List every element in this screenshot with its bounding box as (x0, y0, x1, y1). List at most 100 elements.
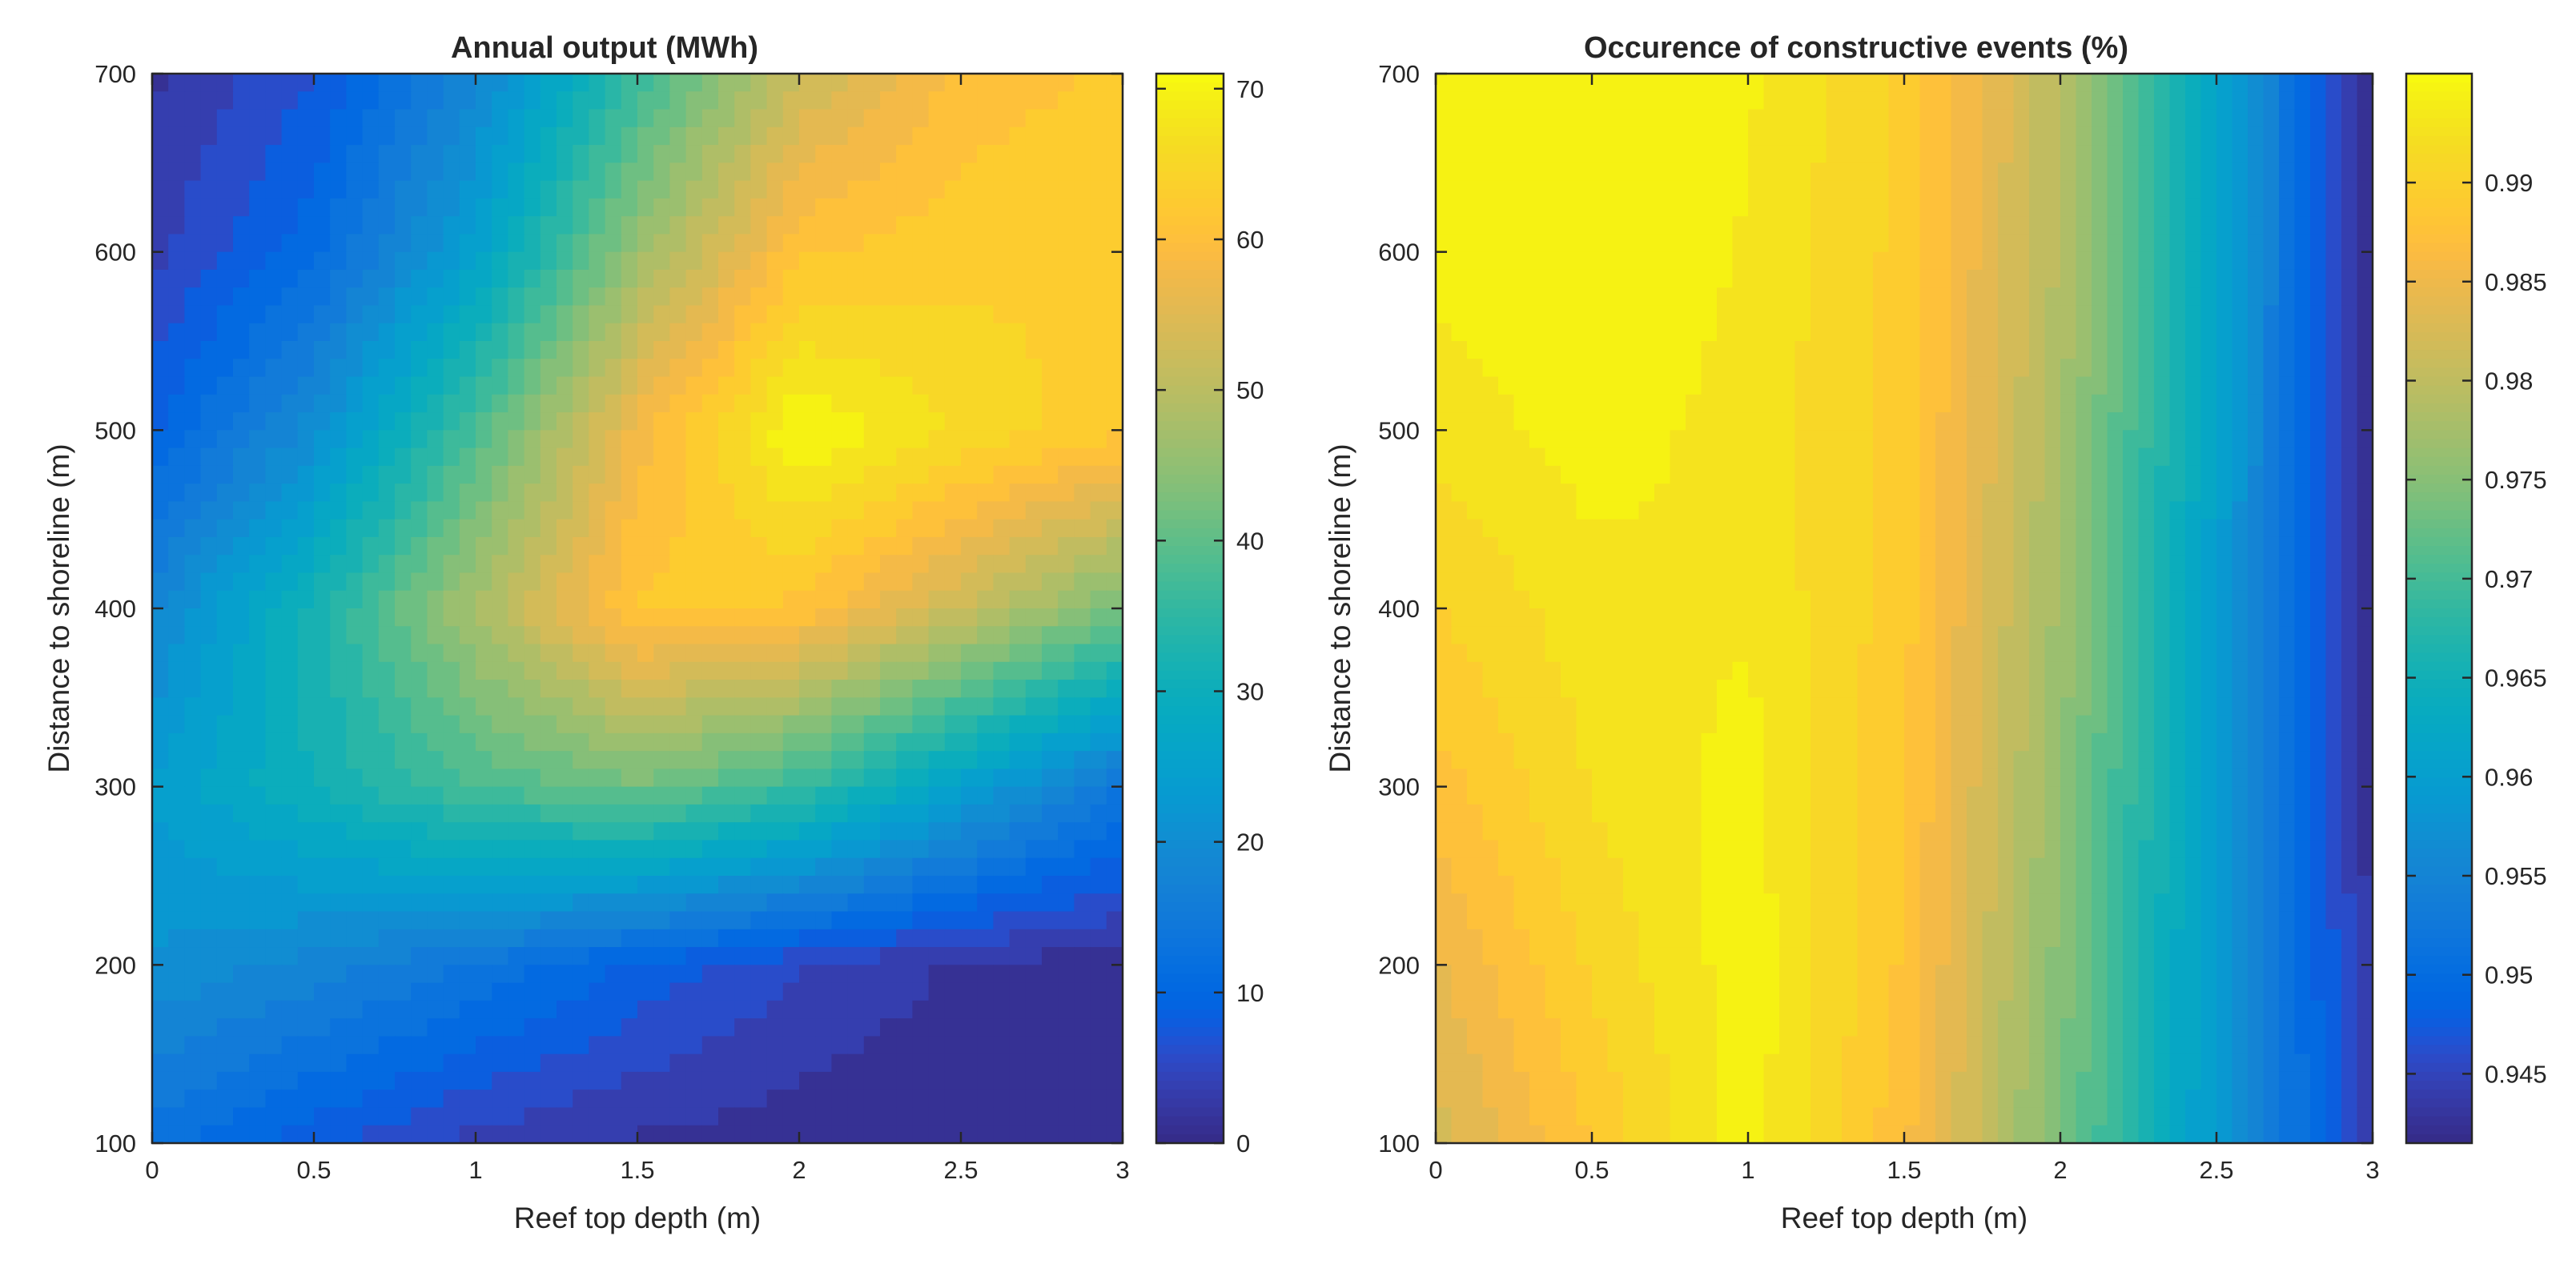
contour-cell (184, 715, 202, 734)
colorbar-band (1156, 885, 1224, 895)
contour-cell (1009, 572, 1027, 592)
contour-cell (2232, 376, 2248, 395)
contour-cell (815, 465, 833, 484)
contour-cell (184, 947, 202, 966)
contour-cell (508, 572, 525, 592)
contour-cell (1982, 251, 1999, 271)
contour-cell (1873, 198, 1890, 217)
contour-cell (1717, 216, 1734, 235)
contour-cell (1623, 234, 1640, 253)
contour-cell (330, 234, 348, 253)
contour-cell (912, 1125, 930, 1144)
contour-cell (540, 572, 557, 592)
contour-cell (863, 145, 881, 164)
contour-cell (1888, 287, 1905, 307)
contour-cell (200, 626, 218, 645)
contour-cell (912, 74, 930, 93)
contour-cell (1009, 412, 1027, 431)
contour-cell (443, 911, 460, 930)
contour-cell (1074, 341, 1091, 360)
contour-cell (1576, 394, 1593, 413)
contour-cell (1717, 394, 1734, 413)
contour-cell (637, 1053, 654, 1073)
contour-cell (476, 982, 492, 1001)
contour-cell (815, 751, 833, 770)
contour-cell (750, 234, 768, 253)
contour-cell (427, 74, 444, 93)
contour-cell (168, 786, 186, 805)
contour-cell (701, 536, 719, 556)
contour-cell (492, 1000, 509, 1019)
contour-cell (184, 359, 202, 378)
contour-cell (1967, 234, 1983, 253)
contour-cell (557, 126, 573, 146)
contour-cell (896, 412, 914, 431)
contour-cell (750, 501, 768, 520)
contour-cell (1935, 359, 1952, 378)
contour-cell (993, 947, 1011, 966)
contour-cell (815, 323, 833, 342)
contour-cell (2154, 163, 2171, 182)
contour-cell (880, 893, 897, 913)
contour-cell (2341, 198, 2358, 217)
contour-cell (557, 1107, 573, 1126)
contour-cell (928, 661, 946, 680)
contour-cell (152, 608, 169, 628)
contour-cell (782, 822, 800, 841)
contour-cell (168, 1000, 186, 1019)
contour-cell (411, 661, 428, 680)
contour-cell (1857, 126, 1874, 146)
contour-cell (701, 287, 719, 307)
contour-cell (1074, 465, 1091, 484)
colorbar-band (1156, 786, 1224, 797)
contour-cell (944, 251, 962, 271)
contour-cell (944, 145, 962, 164)
contour-cell (330, 1071, 348, 1090)
contour-cell (1074, 251, 1091, 271)
contour-cell (685, 644, 703, 663)
contour-cell (2263, 109, 2280, 128)
contour-cell (216, 947, 234, 966)
contour-cell (669, 590, 687, 609)
contour-cell (863, 804, 881, 823)
contour-cell (944, 394, 962, 413)
contour-cell (2044, 145, 2061, 164)
contour-cell (1982, 91, 1999, 110)
contour-cell (1009, 965, 1027, 984)
contour-cell (168, 555, 186, 574)
contour-cell (896, 180, 914, 199)
colorbar-band (1156, 135, 1224, 146)
colorbar-band (1156, 260, 1224, 271)
contour-cell (1967, 126, 1983, 146)
contour-cell (734, 572, 752, 592)
contour-cell (2154, 216, 2171, 235)
contour-cell (395, 732, 412, 752)
contour-cell (1058, 732, 1075, 752)
contour-cell (1670, 145, 1686, 164)
contour-cell (1763, 234, 1780, 253)
contour-cell (766, 126, 784, 146)
contour-cell (443, 234, 460, 253)
contour-cell (1576, 91, 1593, 110)
contour-cell (395, 126, 412, 146)
contour-cell (362, 911, 380, 930)
contour-cell (637, 126, 654, 146)
contour-cell (912, 929, 930, 948)
contour-cell (1545, 412, 1561, 431)
contour-cell (653, 519, 671, 538)
contour-cell (912, 484, 930, 503)
contour-cell (2060, 91, 2077, 110)
contour-cell (281, 412, 299, 431)
contour-cell (847, 608, 865, 628)
contour-cell (1090, 1071, 1107, 1090)
contour-cell (216, 287, 234, 307)
contour-cell (1058, 857, 1075, 877)
contour-cell (831, 519, 849, 538)
contour-cell (476, 768, 492, 788)
contour-cell (1042, 893, 1059, 913)
contour-cell (1436, 305, 1453, 324)
contour-cell (573, 965, 590, 984)
contour-cell (750, 1089, 768, 1109)
contour-cell (799, 822, 816, 841)
contour-cell (2232, 323, 2248, 342)
